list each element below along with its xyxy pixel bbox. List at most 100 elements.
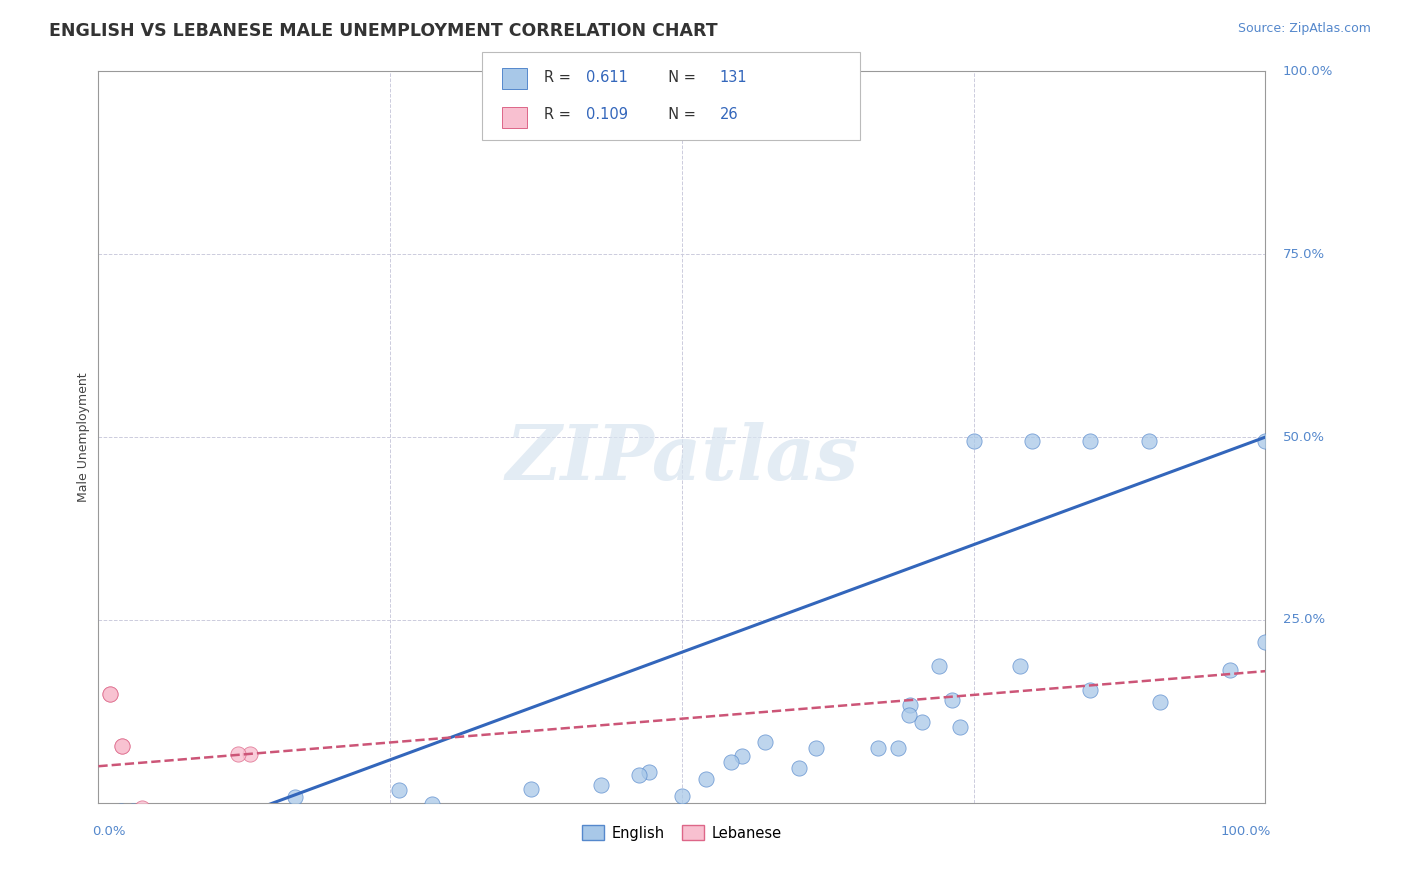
Text: 131: 131 <box>720 70 748 85</box>
Point <box>124 791 146 805</box>
Point <box>754 612 776 626</box>
Text: 0.611: 0.611 <box>586 70 628 85</box>
Point <box>98 766 121 780</box>
Point <box>91 766 114 780</box>
Point <box>107 791 129 805</box>
Point <box>167 767 190 781</box>
Legend: English, Lebanese: English, Lebanese <box>576 820 787 847</box>
Point <box>98 773 121 788</box>
Point <box>91 787 114 801</box>
Point <box>911 576 934 591</box>
Point <box>93 780 115 795</box>
Point <box>91 795 114 809</box>
Point <box>181 791 204 805</box>
Point <box>520 697 543 711</box>
Point <box>166 789 188 803</box>
Text: 26: 26 <box>720 107 738 122</box>
Point <box>122 786 145 800</box>
Point <box>127 771 149 785</box>
Point <box>108 789 131 803</box>
Text: N =: N = <box>659 70 702 85</box>
Point <box>111 620 134 634</box>
Point <box>96 789 118 803</box>
Point <box>423 767 446 781</box>
Point <box>89 789 111 804</box>
Point <box>332 766 354 780</box>
Point <box>132 774 155 789</box>
Point <box>180 789 202 803</box>
Point <box>1254 430 1277 444</box>
Point <box>104 784 127 798</box>
Text: N =: N = <box>659 107 702 122</box>
Point <box>928 474 950 488</box>
Text: 100.0%: 100.0% <box>1282 65 1333 78</box>
Point <box>122 788 145 802</box>
Point <box>165 756 187 771</box>
Point <box>111 620 134 634</box>
Point <box>146 782 169 797</box>
Point <box>941 536 963 550</box>
Point <box>284 712 307 726</box>
Point <box>98 788 121 802</box>
Point <box>114 785 136 799</box>
Point <box>211 759 233 773</box>
Point <box>114 786 136 800</box>
Point <box>136 783 159 797</box>
Text: 25.0%: 25.0% <box>1282 614 1324 626</box>
Point <box>1149 540 1171 554</box>
Point <box>257 779 280 793</box>
Point <box>638 667 661 681</box>
Point <box>420 724 443 739</box>
Point <box>720 648 742 663</box>
Point <box>1254 64 1277 78</box>
Point <box>107 783 129 797</box>
Point <box>101 789 124 804</box>
Point <box>132 783 155 797</box>
Point <box>125 793 148 807</box>
Point <box>1219 481 1241 495</box>
Text: R =: R = <box>544 107 575 122</box>
Point <box>89 792 111 806</box>
Point <box>90 794 112 808</box>
Point <box>110 794 132 808</box>
Point <box>93 794 115 808</box>
Point <box>141 794 163 808</box>
Text: ENGLISH VS LEBANESE MALE UNEMPLOYMENT CORRELATION CHART: ENGLISH VS LEBANESE MALE UNEMPLOYMENT CO… <box>49 22 718 40</box>
Point <box>93 772 115 786</box>
Point <box>898 545 921 559</box>
Point <box>170 792 193 806</box>
Point <box>156 763 179 777</box>
Point <box>184 794 207 808</box>
Point <box>866 623 889 637</box>
Point <box>101 770 124 784</box>
Point <box>155 791 177 805</box>
Point <box>110 737 132 751</box>
Point <box>111 785 134 799</box>
Point <box>152 794 174 808</box>
Point <box>89 795 111 809</box>
Text: Source: ZipAtlas.com: Source: ZipAtlas.com <box>1237 22 1371 36</box>
Point <box>239 635 262 649</box>
Point <box>89 772 111 787</box>
Point <box>671 710 693 724</box>
Point <box>104 778 127 792</box>
Point <box>90 794 112 808</box>
Point <box>344 766 367 780</box>
Point <box>107 777 129 791</box>
Point <box>96 789 118 803</box>
Point <box>787 658 810 673</box>
Point <box>162 778 184 792</box>
Point <box>97 791 120 805</box>
Point <box>89 795 111 809</box>
Point <box>488 749 510 764</box>
Point <box>89 792 111 806</box>
Point <box>117 795 139 809</box>
Text: 75.0%: 75.0% <box>1282 248 1324 260</box>
Point <box>124 794 146 808</box>
Point <box>117 747 139 761</box>
Point <box>142 768 165 782</box>
Point <box>98 792 121 806</box>
Point <box>262 766 284 780</box>
Point <box>1137 64 1160 78</box>
Point <box>149 789 172 803</box>
